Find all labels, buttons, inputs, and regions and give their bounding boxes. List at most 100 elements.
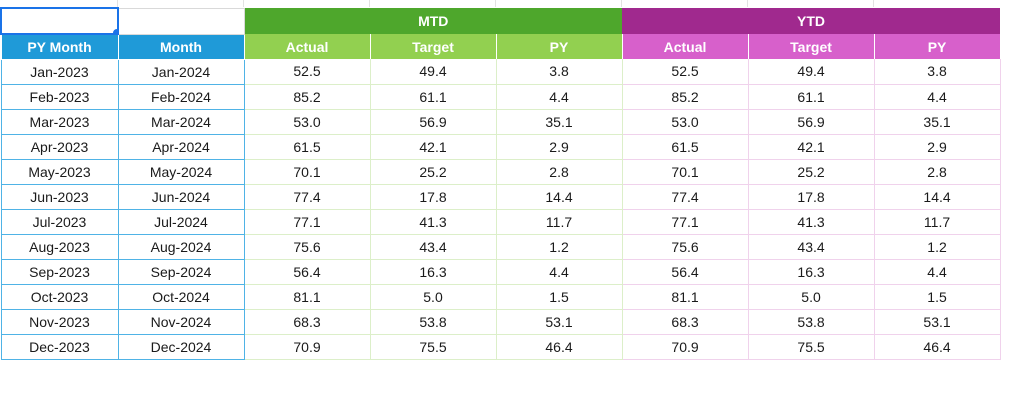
- ytd-py-cell[interactable]: 46.4: [874, 334, 1001, 360]
- ytd-target-cell[interactable]: 25.2: [748, 159, 875, 185]
- mtd-target-cell[interactable]: 61.1: [370, 84, 497, 110]
- ytd-actual-cell[interactable]: 53.0: [621, 109, 749, 135]
- ytd-py-cell[interactable]: 1.2: [874, 234, 1001, 260]
- ytd-target-cell[interactable]: 43.4: [748, 234, 875, 260]
- py-month-cell[interactable]: Jun-2023: [0, 183, 119, 210]
- ytd-actual-cell[interactable]: 56.4: [621, 259, 749, 285]
- mtd-actual-cell[interactable]: 61.5: [243, 134, 371, 160]
- ytd-actual-cell[interactable]: 77.4: [621, 184, 749, 210]
- month-cell[interactable]: Dec-2024: [117, 333, 245, 360]
- fill-handle[interactable]: [112, 28, 116, 32]
- month-cell[interactable]: Feb-2024: [117, 83, 245, 110]
- py-month-cell[interactable]: Aug-2023: [0, 233, 119, 260]
- py-month-cell[interactable]: Dec-2023: [0, 333, 119, 360]
- ytd-actual-cell[interactable]: 75.6: [621, 234, 749, 260]
- month-cell[interactable]: May-2024: [117, 158, 245, 185]
- ytd-py-cell[interactable]: 14.4: [874, 184, 1001, 210]
- mtd-py-cell[interactable]: 35.1: [496, 109, 623, 135]
- ytd-target-header[interactable]: Target: [748, 34, 875, 59]
- py-month-cell[interactable]: May-2023: [0, 158, 119, 185]
- month-cell[interactable]: Jan-2024: [117, 58, 245, 85]
- mtd-actual-cell[interactable]: 77.4: [243, 184, 371, 210]
- month-cell[interactable]: Apr-2024: [117, 133, 245, 160]
- ytd-target-cell[interactable]: 61.1: [748, 84, 875, 110]
- mtd-target-cell[interactable]: 17.8: [370, 184, 497, 210]
- ytd-py-cell[interactable]: 35.1: [874, 109, 1001, 135]
- mtd-group-header[interactable]: MTD: [244, 8, 623, 34]
- mtd-actual-cell[interactable]: 77.1: [243, 209, 371, 235]
- mtd-py-cell[interactable]: 11.7: [496, 209, 623, 235]
- mtd-py-cell[interactable]: 4.4: [496, 259, 623, 285]
- ytd-actual-cell[interactable]: 70.9: [621, 334, 749, 360]
- mtd-py-cell[interactable]: 4.4: [496, 84, 623, 110]
- mtd-actual-cell[interactable]: 56.4: [243, 259, 371, 285]
- mtd-target-cell[interactable]: 16.3: [370, 259, 497, 285]
- mtd-py-cell[interactable]: 2.8: [496, 159, 623, 185]
- ytd-target-cell[interactable]: 41.3: [748, 209, 875, 235]
- ytd-py-cell[interactable]: 11.7: [874, 209, 1001, 235]
- mtd-actual-cell[interactable]: 52.5: [243, 59, 371, 85]
- ytd-actual-cell[interactable]: 81.1: [621, 284, 749, 310]
- ytd-group-header[interactable]: YTD: [622, 8, 1001, 34]
- mtd-target-cell[interactable]: 49.4: [370, 59, 497, 85]
- ytd-actual-cell[interactable]: 70.1: [621, 159, 749, 185]
- mtd-target-cell[interactable]: 42.1: [370, 134, 497, 160]
- py-month-cell[interactable]: Oct-2023: [0, 283, 119, 310]
- mtd-actual-cell[interactable]: 68.3: [243, 309, 371, 335]
- mtd-py-header[interactable]: PY: [496, 34, 623, 59]
- mtd-target-cell[interactable]: 41.3: [370, 209, 497, 235]
- ytd-actual-cell[interactable]: 85.2: [621, 84, 749, 110]
- month-cell[interactable]: Jun-2024: [117, 183, 245, 210]
- ytd-target-cell[interactable]: 42.1: [748, 134, 875, 160]
- py-month-cell[interactable]: Jul-2023: [0, 208, 119, 235]
- month-cell[interactable]: Sep-2024: [117, 258, 245, 285]
- py-month-cell[interactable]: Feb-2023: [0, 83, 119, 110]
- mtd-actual-cell[interactable]: 75.6: [243, 234, 371, 260]
- month-header[interactable]: Month: [117, 33, 245, 60]
- month-cell[interactable]: Aug-2024: [117, 233, 245, 260]
- ytd-actual-cell[interactable]: 77.1: [621, 209, 749, 235]
- mtd-target-cell[interactable]: 53.8: [370, 309, 497, 335]
- mtd-py-cell[interactable]: 46.4: [496, 334, 623, 360]
- ytd-py-cell[interactable]: 4.4: [874, 259, 1001, 285]
- ytd-target-cell[interactable]: 17.8: [748, 184, 875, 210]
- ytd-actual-cell[interactable]: 68.3: [621, 309, 749, 335]
- mtd-target-header[interactable]: Target: [370, 34, 497, 59]
- mtd-actual-header[interactable]: Actual: [244, 34, 371, 59]
- ytd-py-cell[interactable]: 3.8: [874, 59, 1001, 85]
- ytd-target-cell[interactable]: 56.9: [748, 109, 875, 135]
- mtd-target-cell[interactable]: 56.9: [370, 109, 497, 135]
- mtd-py-cell[interactable]: 14.4: [496, 184, 623, 210]
- py-month-cell[interactable]: Jan-2023: [0, 58, 119, 85]
- py-month-cell[interactable]: Apr-2023: [0, 133, 119, 160]
- ytd-actual-header[interactable]: Actual: [622, 34, 749, 59]
- ytd-py-cell[interactable]: 4.4: [874, 84, 1001, 110]
- month-cell[interactable]: Jul-2024: [117, 208, 245, 235]
- mtd-target-cell[interactable]: 43.4: [370, 234, 497, 260]
- mtd-target-cell[interactable]: 25.2: [370, 159, 497, 185]
- mtd-target-cell[interactable]: 5.0: [370, 284, 497, 310]
- mtd-actual-cell[interactable]: 70.1: [243, 159, 371, 185]
- mtd-target-cell[interactable]: 75.5: [370, 334, 497, 360]
- ytd-target-cell[interactable]: 49.4: [748, 59, 875, 85]
- mtd-actual-cell[interactable]: 70.9: [243, 334, 371, 360]
- py-month-header[interactable]: PY Month: [0, 33, 119, 60]
- ytd-py-cell[interactable]: 53.1: [874, 309, 1001, 335]
- ytd-target-cell[interactable]: 75.5: [748, 334, 875, 360]
- py-month-cell[interactable]: Sep-2023: [0, 258, 119, 285]
- mtd-py-cell[interactable]: 53.1: [496, 309, 623, 335]
- month-cell[interactable]: Oct-2024: [117, 283, 245, 310]
- month-cell[interactable]: Nov-2024: [117, 308, 245, 335]
- ytd-actual-cell[interactable]: 61.5: [621, 134, 749, 160]
- ytd-py-header[interactable]: PY: [874, 34, 1001, 59]
- ytd-target-cell[interactable]: 5.0: [748, 284, 875, 310]
- mtd-actual-cell[interactable]: 81.1: [243, 284, 371, 310]
- month-cell[interactable]: Mar-2024: [117, 108, 245, 135]
- ytd-actual-cell[interactable]: 52.5: [621, 59, 749, 85]
- ytd-target-cell[interactable]: 16.3: [748, 259, 875, 285]
- ytd-target-cell[interactable]: 53.8: [748, 309, 875, 335]
- selected-cell[interactable]: [0, 7, 119, 35]
- empty-cell[interactable]: [117, 7, 245, 35]
- mtd-py-cell[interactable]: 3.8: [496, 59, 623, 85]
- ytd-py-cell[interactable]: 2.9: [874, 134, 1001, 160]
